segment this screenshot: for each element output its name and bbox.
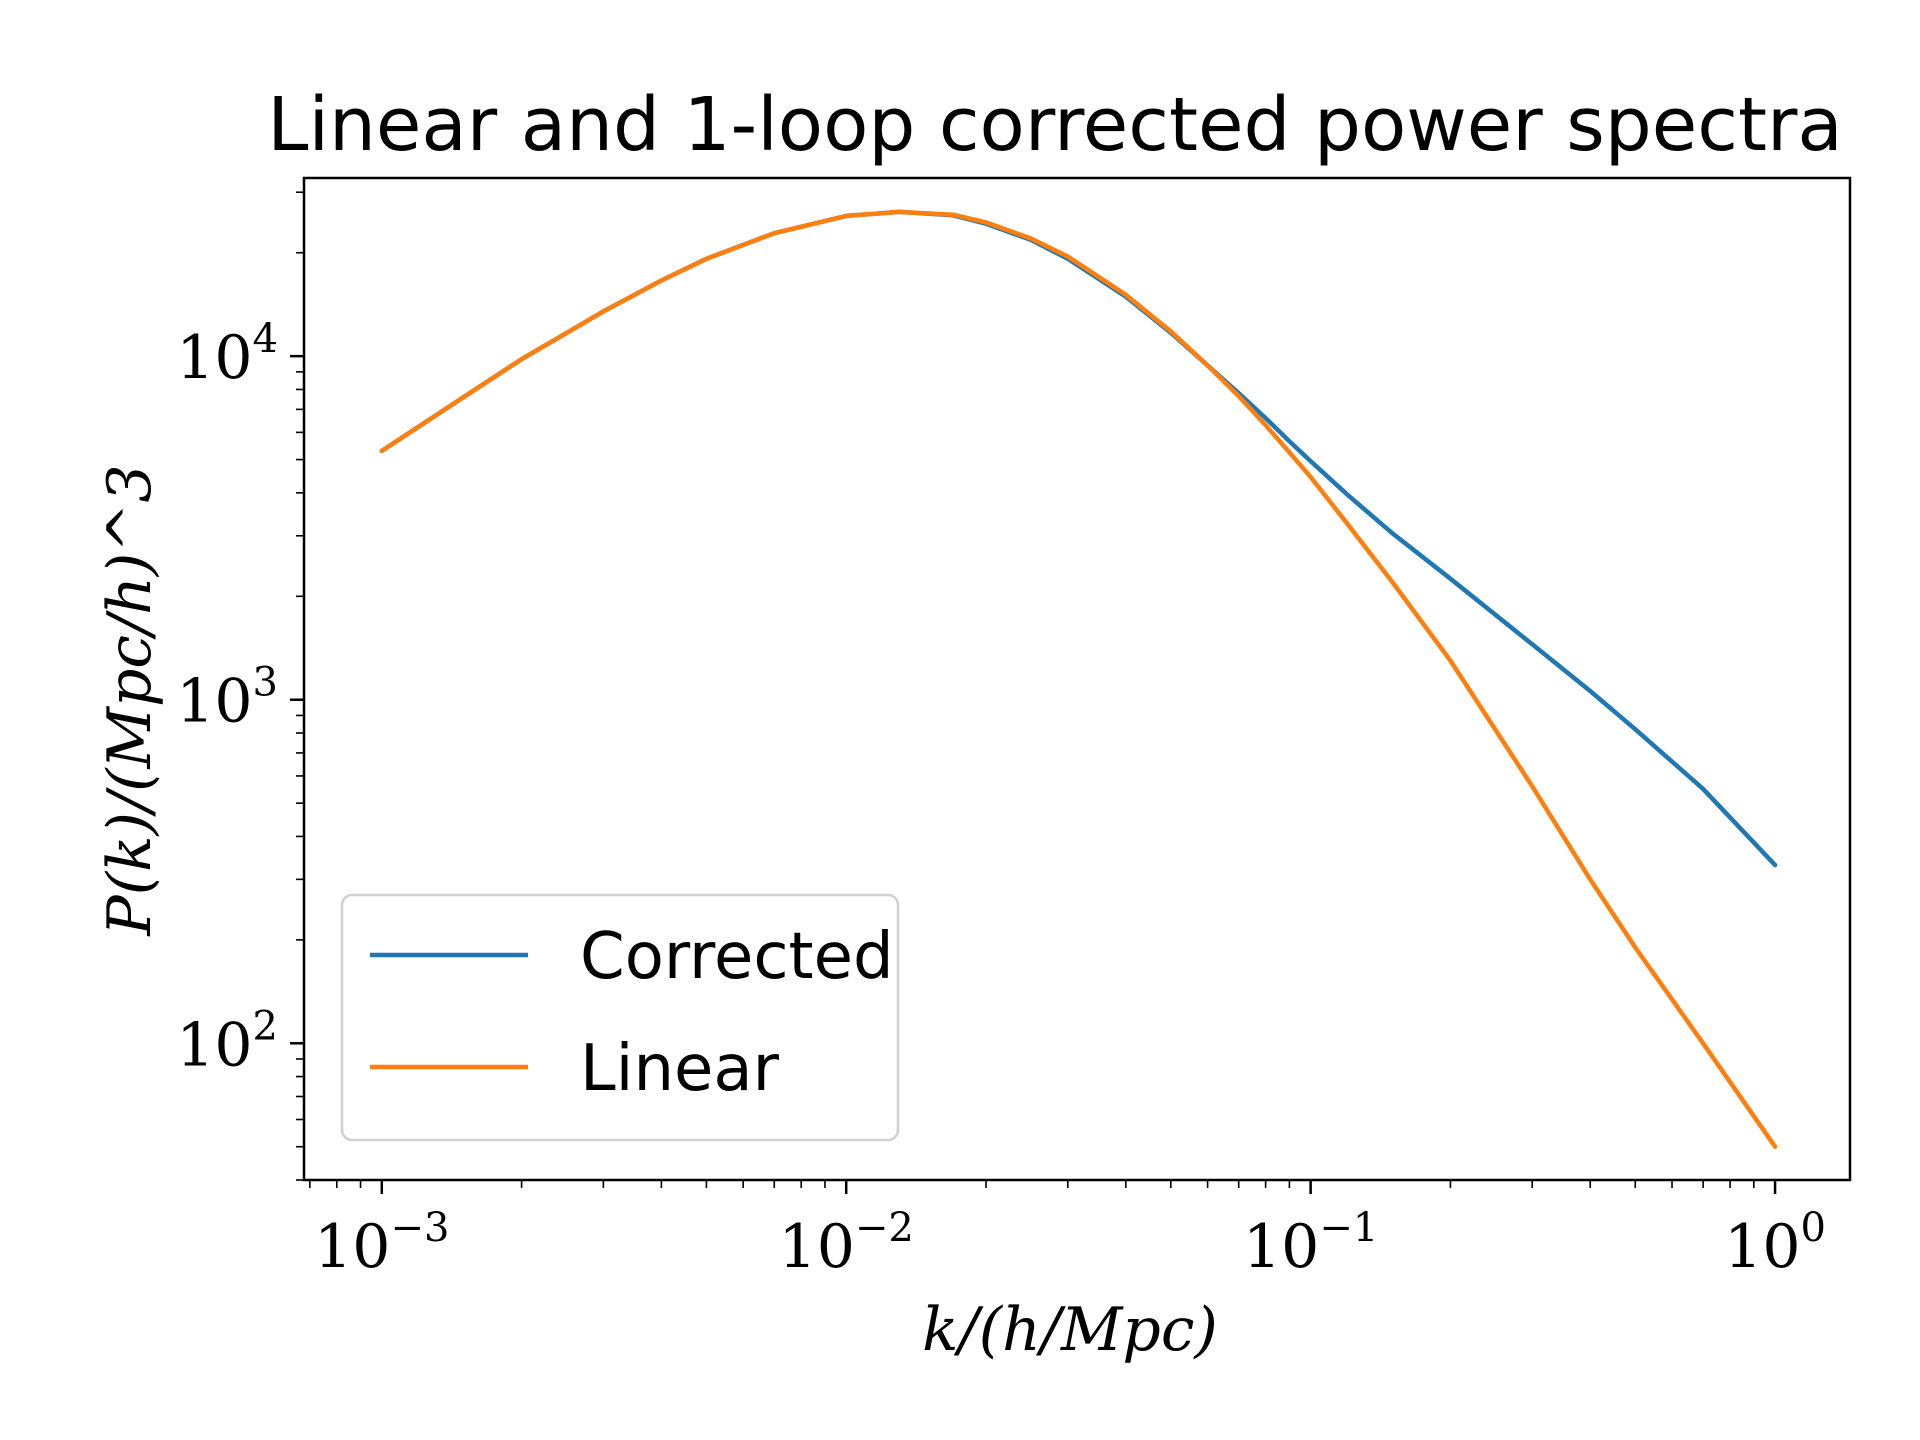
legend: Corrected Linear	[340, 893, 900, 1142]
y-tick-label: 104	[176, 316, 278, 393]
legend-label-corrected: Corrected	[580, 920, 894, 994]
series-line-linear	[379, 209, 1778, 1149]
y-tick-label: 103	[176, 660, 278, 737]
chart-title: Linear and 1-loop corrected power spectr…	[267, 82, 1843, 168]
series-line-corrected	[379, 209, 1778, 868]
series-layer	[379, 209, 1778, 1149]
x-tick-label: 10−2	[779, 1205, 914, 1282]
plot-frame	[302, 176, 1852, 1182]
legend-label-linear: Linear	[580, 1032, 780, 1106]
x-axis-label: k/(h/Mpc)	[922, 1295, 1218, 1365]
y-tick-label: 102	[176, 1003, 278, 1080]
x-tick-label: 100	[1724, 1205, 1826, 1282]
x-tick-label: 10−1	[1243, 1205, 1378, 1282]
x-tick-label: 10−3	[314, 1205, 449, 1282]
x-axis-ticks: 10−3 10−2 10−1 100	[309, 1180, 1826, 1282]
y-axis-label: P(k)/(Mpc/h)^3	[95, 464, 165, 936]
plot-area: 10−3 10−2 10−1 100 102 103 104	[176, 176, 1852, 1282]
y-axis-ticks: 102 103 104	[176, 191, 304, 1181]
